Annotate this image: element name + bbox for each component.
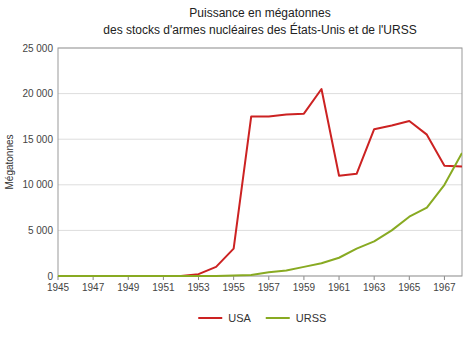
y-tick-label: 5 000 (28, 225, 53, 236)
x-tick-label: 1945 (47, 282, 70, 293)
x-tick (339, 276, 340, 280)
x-tick-label: 1957 (258, 282, 281, 293)
plot-area (58, 48, 462, 276)
line (58, 153, 462, 276)
y-tick-label: 10 000 (22, 179, 53, 190)
x-tick-label: 1965 (398, 282, 421, 293)
y-tick-label: 0 (47, 271, 53, 282)
grid-line (58, 139, 462, 140)
grid-line (58, 184, 462, 185)
x-tick (233, 276, 234, 280)
subtitle: des stocks d'armes nucléaires des États-… (103, 22, 416, 37)
x-tick (444, 276, 445, 280)
legend-swatch (266, 317, 290, 319)
y-tick-label: 20 000 (22, 88, 53, 99)
line (58, 89, 462, 276)
x-tick-label: 1955 (223, 282, 246, 293)
plot-frame (58, 48, 462, 276)
y-tick-label: 15 000 (22, 134, 53, 145)
x-tick (303, 276, 304, 280)
x-tick-label: 1947 (82, 282, 105, 293)
legend-label: URSS (296, 312, 327, 324)
title: Puissance en mégatonnes (189, 6, 330, 20)
x-tick-label: 1963 (363, 282, 386, 293)
x-tick (268, 276, 269, 280)
y-tick-label: 25 000 (22, 43, 53, 54)
legend-swatch (198, 317, 222, 319)
x-tick-label: 1953 (187, 282, 210, 293)
chart: Puissance en mégatonnes des stocks d'arme… (0, 0, 474, 339)
grid-line (58, 93, 462, 94)
x-tick-label: 1949 (117, 282, 140, 293)
grid-line (58, 230, 462, 231)
x-tick-label: 1967 (433, 282, 456, 293)
legend: USA URSS (198, 312, 326, 324)
series-group (58, 89, 462, 276)
legend-label: USA (228, 312, 251, 324)
x-tick (374, 276, 375, 280)
x-tick-label: 1961 (328, 282, 351, 293)
x-tick (409, 276, 410, 280)
x-tick-label: 1959 (293, 282, 316, 293)
x-tick-label: 1951 (152, 282, 175, 293)
y-axis-label: Mégatonnes (4, 134, 15, 189)
